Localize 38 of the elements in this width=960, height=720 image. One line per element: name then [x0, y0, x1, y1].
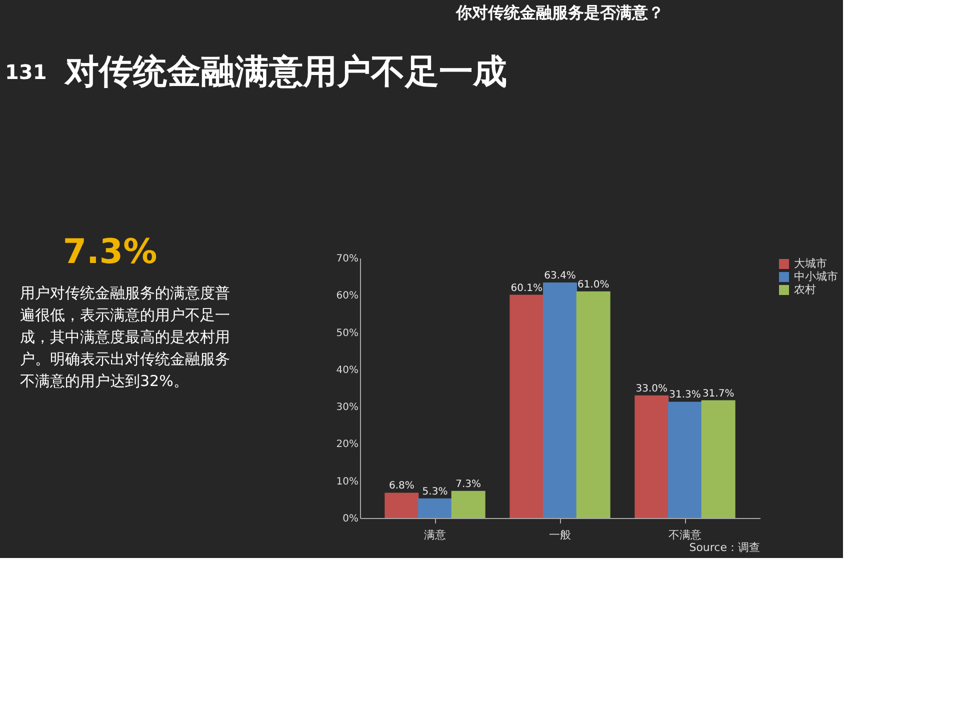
chart-title: 你对传统金融服务是否满意？ [455, 3, 664, 22]
bar [634, 395, 669, 518]
y-tick-label: 0% [342, 514, 358, 524]
bar [576, 291, 610, 518]
x-tick-label: 一般 [549, 528, 571, 542]
text: 对传统金融满意用户不足一成 [64, 52, 507, 92]
bar [543, 282, 577, 518]
bar [418, 498, 452, 518]
y-tick-label: 40% [336, 364, 358, 376]
data-label: 33.0% [636, 383, 668, 394]
y-tick-label: 10% [336, 476, 358, 488]
data-label: 5.3% [422, 486, 448, 498]
legend-label: 中小城市 [794, 270, 838, 283]
legend-label: 大城市 [794, 257, 827, 270]
y-tick-label: 20% [336, 439, 358, 450]
y-tick-label: 70% [336, 254, 358, 264]
x-tick-label: 满意 [424, 528, 446, 542]
y-tick-label: 50% [336, 328, 358, 339]
y-tick-label: 30% [336, 402, 358, 414]
text: 131 [5, 60, 47, 84]
data-label: 6.8% [388, 480, 414, 492]
bar [668, 402, 702, 518]
data-label: 31.7% [702, 388, 734, 400]
data-label: 60.1% [510, 282, 543, 294]
y-tick-label: 60% [336, 290, 358, 302]
data-label: 7.3% [456, 478, 482, 490]
data-label: 31.3% [669, 390, 701, 401]
data-label: 63.4% [544, 270, 576, 282]
bar [701, 400, 736, 518]
text: 用户对传统金融服务的满意度普遍很低，表示满意的用户不足一成，其中满意度最高的是农村用户。明确表示出对传统金融服务不满意的用户达到32%。 [20, 284, 230, 390]
data-label: 61.0% [577, 279, 610, 290]
legend-label: 农村 [794, 283, 816, 296]
bar [384, 492, 419, 518]
bar [451, 490, 486, 518]
bar [510, 294, 544, 518]
x-tick-label: 不满意 [668, 528, 702, 542]
text: 7.3% [62, 232, 158, 272]
source-note: Source：调查 [689, 541, 760, 554]
